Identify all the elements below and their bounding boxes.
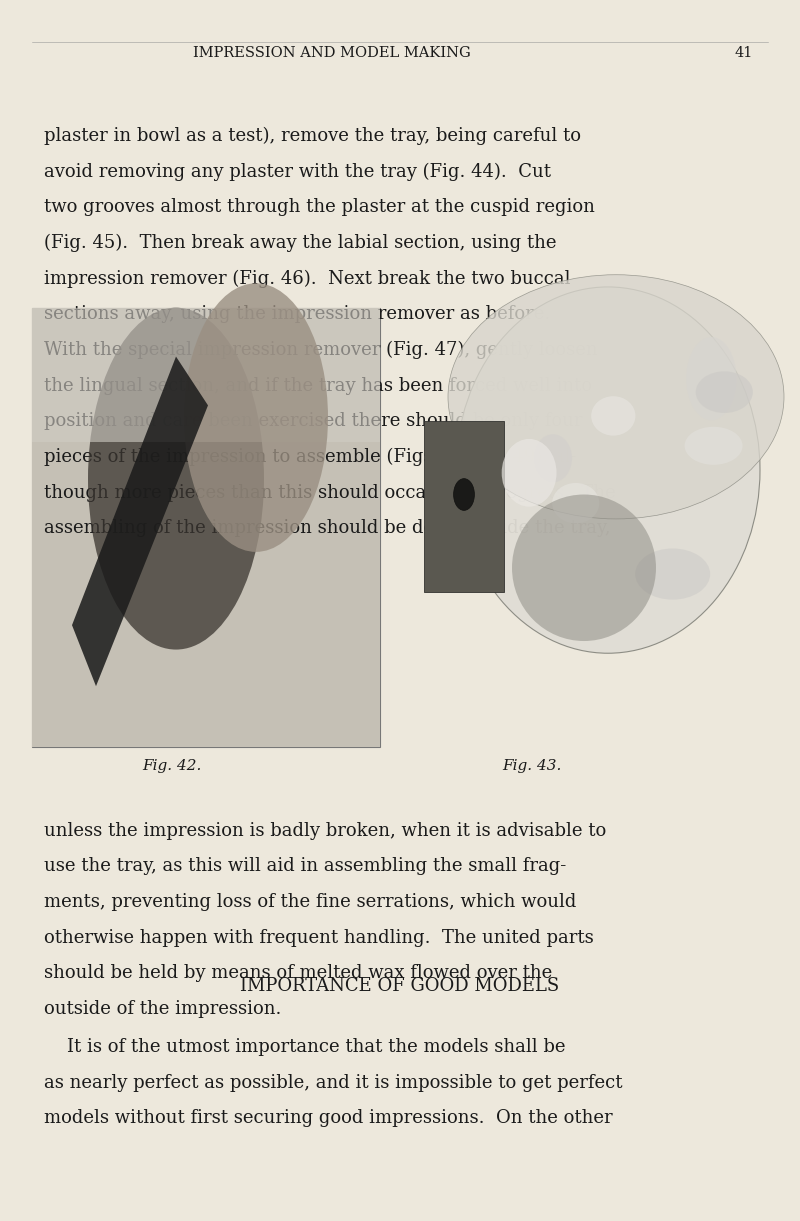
Bar [32,308,380,747]
Text: It is of the utmost importance that the models shall be: It is of the utmost importance that the … [44,1038,566,1056]
Ellipse shape [456,287,760,653]
Text: the lingual section, and if the tray has been forced well into: the lingual section, and if the tray has… [44,376,592,394]
Text: (Fig. 45).  Then break away the labial section, using the: (Fig. 45). Then break away the labial se… [44,234,557,253]
Text: plaster in bowl as a test), remove the tray, being careful to: plaster in bowl as a test), remove the t… [44,127,581,145]
Ellipse shape [685,427,742,465]
Ellipse shape [88,308,264,650]
Text: unless the impression is badly broken, when it is advisable to: unless the impression is badly broken, w… [44,822,606,840]
Text: avoid removing any plaster with the tray (Fig. 44).  Cut: avoid removing any plaster with the tray… [44,162,551,181]
Text: IMPRESSION AND MODEL MAKING: IMPRESSION AND MODEL MAKING [193,46,471,60]
Text: though more pieces than this should occasion no regrets.  The: though more pieces than this should occa… [44,484,616,502]
Text: 41: 41 [735,46,753,60]
Text: use the tray, as this will aid in assembling the small frag-: use the tray, as this will aid in assemb… [44,857,566,875]
Text: outside of the impression.: outside of the impression. [44,1000,282,1018]
Text: two grooves almost through the plaster at the cuspid region: two grooves almost through the plaster a… [44,198,595,216]
Text: as nearly perfect as possible, and it is impossible to get perfect: as nearly perfect as possible, and it is… [44,1073,622,1092]
Ellipse shape [502,438,557,507]
Ellipse shape [512,495,656,641]
Text: Fig. 43.: Fig. 43. [502,759,562,773]
Ellipse shape [534,435,572,482]
Ellipse shape [686,337,737,420]
Text: pieces of the impression to assemble (Figs. 48 and 49), al-: pieces of the impression to assemble (Fi… [44,448,577,466]
Bar [32,308,380,442]
Ellipse shape [448,275,784,519]
Text: IMPORTANCE OF GOOD MODELS: IMPORTANCE OF GOOD MODELS [240,977,560,995]
Text: should be held by means of melted wax flowed over the: should be held by means of melted wax fl… [44,965,552,983]
Text: sections away, using the impression remover as before.: sections away, using the impression remo… [44,305,550,324]
Ellipse shape [184,283,328,552]
Ellipse shape [635,548,710,600]
Ellipse shape [696,371,753,413]
Polygon shape [72,357,208,686]
Ellipse shape [552,484,599,524]
Text: Fig. 42.: Fig. 42. [142,759,202,773]
Circle shape [454,479,474,510]
Bar [408,311,772,739]
Text: impression remover (Fig. 46).  Next break the two buccal: impression remover (Fig. 46). Next break… [44,270,570,288]
Bar [32,308,380,747]
Text: With the special impression remover (Fig. 47), gently loosen: With the special impression remover (Fig… [44,341,598,359]
Text: assembling of the impression should be done outside the tray,: assembling of the impression should be d… [44,519,610,537]
Ellipse shape [591,396,635,436]
Text: ments, preventing loss of the fine serrations, which would: ments, preventing loss of the fine serra… [44,893,576,911]
Bar [424,421,504,592]
Text: models without first securing good impressions.  On the other: models without first securing good impre… [44,1109,613,1127]
Text: position and care been exercised there should be only four: position and care been exercised there s… [44,413,582,430]
Text: otherwise happen with frequent handling.  The united parts: otherwise happen with frequent handling.… [44,929,594,946]
